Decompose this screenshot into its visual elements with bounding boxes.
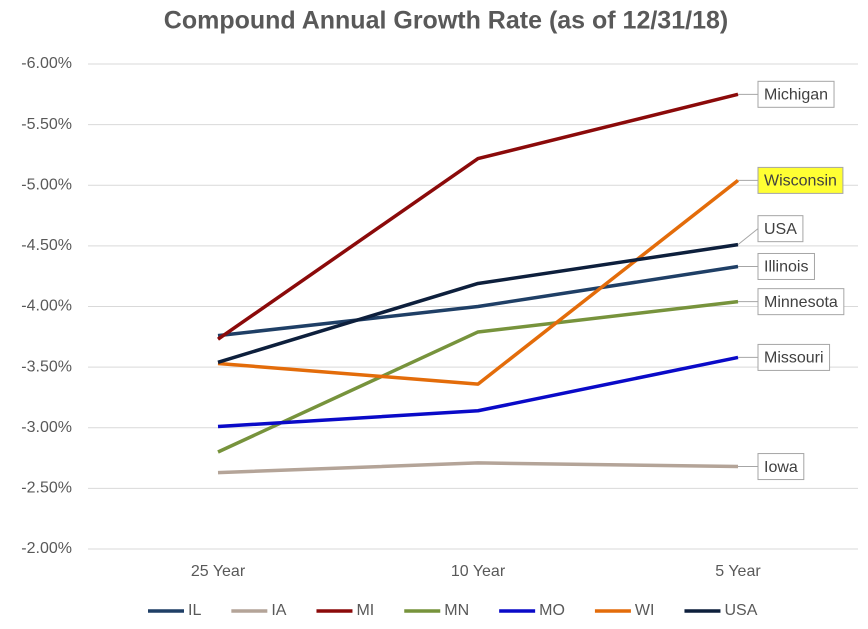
legend-label: WI	[635, 602, 655, 619]
end-label-box	[757, 252, 815, 280]
end-label-group: Illinois	[757, 252, 815, 280]
legend-label: MO	[539, 602, 565, 619]
end-label: Michigan	[764, 87, 828, 104]
series-line	[217, 299, 739, 454]
end-label: Wisconsin	[764, 173, 837, 190]
series-line	[217, 264, 739, 338]
end-label-box	[757, 166, 844, 194]
end-label-box	[757, 453, 805, 481]
y-tick-label: -4.50%	[21, 237, 72, 254]
end-label: Iowa	[764, 459, 798, 476]
x-tick-label: 25 Year	[191, 563, 246, 580]
end-label: Minnesota	[764, 294, 838, 311]
y-tick-label: -6.00%	[21, 55, 72, 72]
legend-label: MI	[356, 602, 374, 619]
y-tick-label: -3.50%	[21, 358, 72, 375]
end-label-group: Michigan	[757, 80, 835, 108]
legend-label: IL	[188, 602, 201, 619]
end-label-group: USA	[757, 215, 804, 243]
y-tick-label: -4.00%	[21, 298, 72, 315]
end-label-box	[757, 288, 845, 316]
series-line	[217, 461, 739, 475]
end-label-box	[757, 215, 804, 243]
end-label-group: Minnesota	[757, 288, 845, 316]
end-label-group: Iowa	[757, 453, 805, 481]
series-line	[217, 355, 739, 429]
y-tick-label: -5.00%	[21, 176, 72, 193]
series-line	[217, 179, 740, 386]
legend-label: IA	[271, 602, 286, 619]
end-label: Missouri	[764, 350, 824, 367]
end-label-box	[757, 343, 831, 371]
y-tick-label: -2.50%	[21, 480, 72, 497]
y-tick-label: -2.00%	[21, 540, 72, 557]
legend-label: MN	[444, 602, 469, 619]
end-label-box	[757, 80, 835, 108]
y-tick-label: -5.50%	[21, 116, 72, 133]
series-line	[217, 242, 739, 364]
y-tick-label: -3.00%	[21, 419, 72, 436]
x-tick-label: 5 Year	[715, 563, 761, 580]
end-label-group: Missouri	[757, 343, 831, 371]
leader-line	[737, 228, 759, 246]
series-line	[217, 92, 739, 341]
end-label: Illinois	[764, 259, 808, 276]
end-label: USA	[764, 221, 797, 238]
chart-title: Compound Annual Growth Rate (as of 12/31…	[164, 7, 728, 35]
x-tick-label: 10 Year	[451, 563, 506, 580]
legend-label: USA	[724, 602, 757, 619]
end-label-group: Wisconsin	[757, 166, 844, 194]
